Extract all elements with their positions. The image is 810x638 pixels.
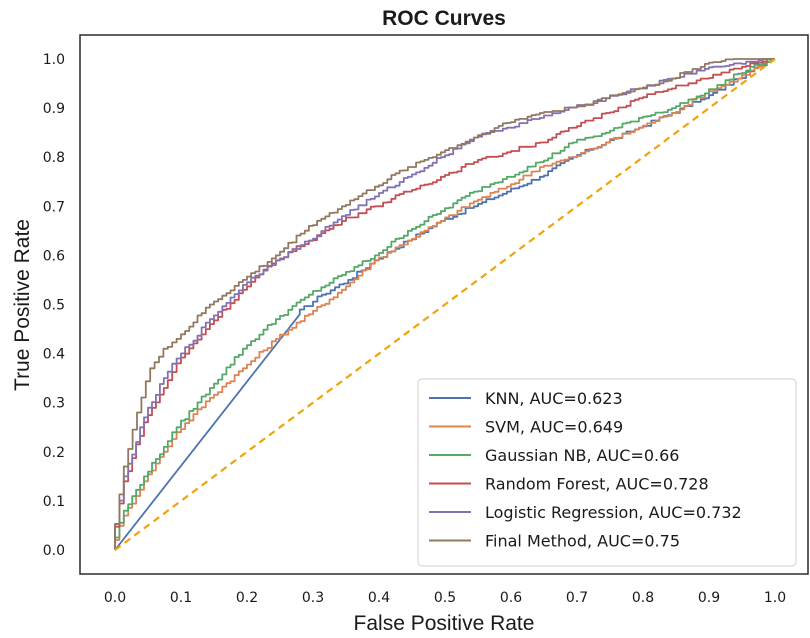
x-tick-labels: 0.0 0.1 0.2 0.3 0.4 0.5 0.6 0.7 0.8 0.9 1.0: [104, 590, 786, 606]
legend-label: Random Forest, AUC=0.728: [485, 475, 709, 494]
y-tick-label: 0.2: [43, 445, 65, 461]
x-tick-label: 0.0: [104, 590, 126, 606]
y-tick-label: 0.6: [43, 248, 65, 264]
y-tick-label: 0.0: [43, 543, 65, 559]
y-axis-label: True Positive Rate: [11, 219, 34, 391]
x-tick-label: 0.7: [566, 590, 588, 606]
x-tick-label: 0.6: [500, 590, 522, 606]
legend-label: Logistic Regression, AUC=0.732: [485, 503, 742, 522]
x-tick-label: 0.5: [434, 590, 456, 606]
legend-label: SVM, AUC=0.649: [485, 418, 623, 437]
x-tick-label: 0.8: [632, 590, 654, 606]
y-tick-label: 0.3: [43, 396, 65, 412]
y-tick-label: 0.5: [43, 298, 65, 314]
y-tick-label: 0.9: [43, 101, 65, 117]
y-tick-label: 0.7: [43, 199, 65, 215]
x-tick-label: 0.1: [170, 590, 192, 606]
legend-label: Gaussian NB, AUC=0.66: [485, 446, 679, 465]
chart-title: ROC Curves: [382, 7, 506, 30]
x-tick-label: 0.9: [698, 590, 720, 606]
x-axis-label: False Positive Rate: [354, 612, 535, 635]
legend-label: Final Method, AUC=0.75: [485, 532, 680, 551]
x-tick-label: 0.4: [368, 590, 390, 606]
x-tick-label: 1.0: [764, 590, 786, 606]
y-tick-label: 0.4: [43, 347, 65, 363]
legend-label: KNN, AUC=0.623: [485, 389, 623, 408]
y-tick-label: 0.8: [43, 150, 65, 166]
y-tick-label: 0.1: [43, 494, 65, 510]
y-tick-labels: 0.0 0.1 0.2 0.3 0.4 0.5 0.6 0.7 0.8 0.9 1.0: [43, 52, 65, 559]
legend: KNN, AUC=0.623 SVM, AUC=0.649 Gaussian NB,…: [418, 379, 796, 566]
x-tick-label: 0.2: [236, 590, 258, 606]
x-tick-label: 0.3: [302, 590, 324, 606]
y-tick-label: 1.0: [43, 52, 65, 68]
